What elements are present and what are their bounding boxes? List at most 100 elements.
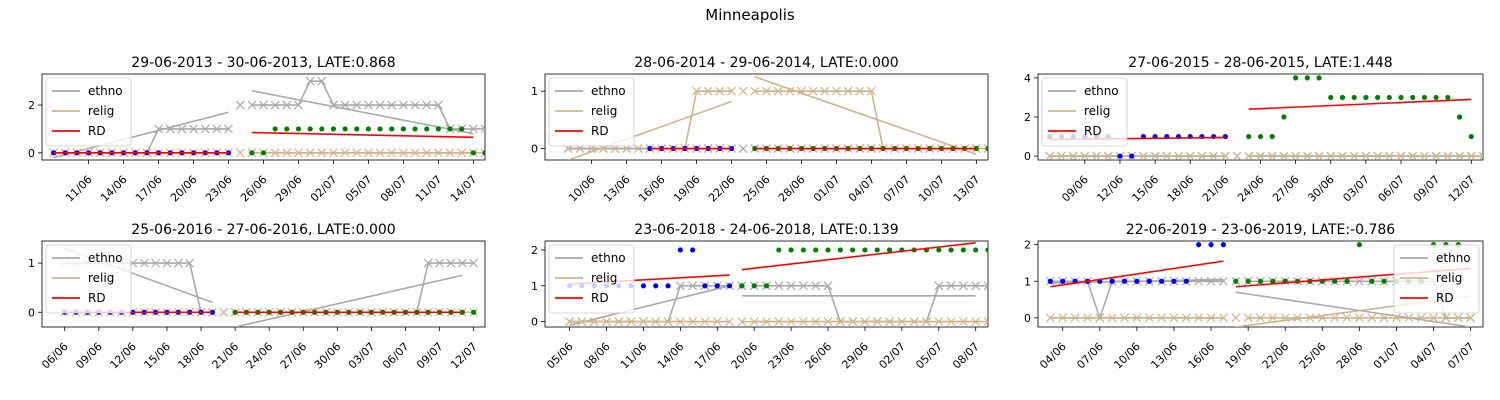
- relig-marker: [785, 86, 795, 96]
- post-cutoff-point: [763, 283, 770, 289]
- pre-cutoff-point: [728, 145, 735, 152]
- relig-marker: [922, 317, 931, 327]
- pre-cutoff-point: [1146, 278, 1152, 284]
- post-cutoff-point: [260, 150, 267, 156]
- relig-marker: [626, 317, 636, 327]
- ethno-marker: [352, 100, 362, 110]
- relig-marker: [1279, 151, 1289, 160]
- ethno-marker: [235, 100, 245, 110]
- pre-cutoff-point: [677, 247, 683, 253]
- ethno-marker: [798, 281, 808, 291]
- ethno-marker: [774, 281, 784, 291]
- post-cutoff-point: [1281, 114, 1287, 120]
- ethno-marker: [270, 100, 280, 110]
- relig-marker: [737, 317, 747, 327]
- relig-marker: [1244, 151, 1254, 160]
- pre-cutoff-point: [1159, 278, 1165, 284]
- y-tick-label: 1: [531, 280, 538, 293]
- relig-marker: [1080, 151, 1090, 160]
- legend-box: [548, 244, 635, 314]
- y-tick-label: 0: [28, 147, 35, 160]
- legend-label: RD: [591, 291, 609, 305]
- relig-marker: [1120, 313, 1129, 323]
- legend-label: relig: [591, 104, 617, 118]
- relig-marker: [749, 317, 759, 327]
- post-cutoff-point: [342, 126, 348, 132]
- relig-marker: [1083, 313, 1092, 323]
- legend-label: ethno: [88, 84, 123, 98]
- relig-marker: [1466, 151, 1476, 160]
- legend-label: ethno: [88, 251, 123, 265]
- plot-area: [1045, 242, 1476, 327]
- relig-marker: [1429, 313, 1438, 323]
- subplot-title: 25-06-2016 - 27-06-2016, LATE:0.000: [131, 222, 395, 238]
- relig-marker: [602, 317, 611, 327]
- relig-marker: [1243, 313, 1253, 323]
- relig-marker: [1354, 313, 1364, 323]
- y-tick-label: 0: [28, 306, 35, 319]
- relig-marker: [1431, 151, 1441, 160]
- post-cutoff-point: [330, 126, 337, 132]
- relig-marker: [823, 317, 833, 327]
- post-cutoff-point: [1398, 94, 1404, 101]
- post-cutoff-point: [985, 247, 988, 253]
- pre-cutoff-point: [653, 283, 659, 289]
- relig-marker: [958, 317, 968, 327]
- ethno-fit-line: [1235, 291, 1471, 327]
- relig-marker: [651, 317, 661, 327]
- relig-marker: [700, 317, 710, 327]
- relig-marker: [577, 317, 587, 327]
- relig-marker: [773, 86, 783, 96]
- ethno-marker: [212, 124, 222, 134]
- y-tick-label: 0: [1024, 150, 1031, 163]
- pre-cutoff-point: [1117, 153, 1123, 159]
- ethno-marker: [423, 258, 433, 268]
- y-tick-label: 0: [1024, 312, 1031, 325]
- relig-marker: [1478, 151, 1483, 160]
- post-cutoff-point: [936, 247, 942, 253]
- relig-marker: [1302, 151, 1312, 160]
- post-cutoff-point: [862, 247, 868, 253]
- ethno-marker: [305, 76, 315, 86]
- relig-fit-line: [568, 100, 732, 160]
- post-cutoff-point: [459, 126, 465, 132]
- legend-box: [1393, 244, 1480, 314]
- relig-marker: [971, 317, 981, 327]
- figure-suptitle: Minneapolis: [705, 6, 795, 24]
- relig-marker: [712, 317, 722, 327]
- ethno-marker: [329, 100, 338, 110]
- pre-cutoff-point: [640, 283, 647, 289]
- relig-marker: [457, 148, 467, 158]
- relig-marker: [1291, 151, 1301, 160]
- y-tick-label: 1: [28, 257, 35, 270]
- ethno-marker: [410, 100, 420, 110]
- pre-cutoff-point: [702, 283, 708, 289]
- legend-box: [45, 244, 132, 314]
- relig-marker: [727, 86, 736, 96]
- relig-marker: [692, 86, 701, 96]
- relig-marker: [1280, 313, 1290, 323]
- relig-marker: [1103, 151, 1113, 160]
- ethno-marker: [294, 100, 303, 110]
- pre-cutoff-point: [1060, 278, 1066, 284]
- relig-marker: [445, 148, 455, 158]
- ethno-marker: [340, 100, 350, 110]
- post-cutoff-point: [1332, 278, 1338, 284]
- relig-marker: [1220, 151, 1230, 160]
- ethno-marker: [375, 100, 385, 110]
- post-cutoff-point: [985, 145, 988, 152]
- relig-marker: [725, 317, 735, 327]
- post-cutoff-point: [365, 126, 372, 132]
- post-cutoff-point: [1328, 94, 1334, 101]
- ethno-marker: [1194, 276, 1204, 286]
- legend-box: [548, 77, 635, 147]
- ethno-marker: [139, 258, 149, 268]
- ethno-marker: [468, 124, 478, 134]
- post-cutoff-point: [295, 126, 302, 132]
- relig-marker: [1218, 313, 1228, 323]
- relig-marker: [1162, 151, 1172, 160]
- relig-marker: [786, 317, 796, 327]
- post-cutoff-point: [389, 126, 395, 132]
- post-cutoff-point: [948, 247, 954, 253]
- ethno-marker: [363, 100, 373, 110]
